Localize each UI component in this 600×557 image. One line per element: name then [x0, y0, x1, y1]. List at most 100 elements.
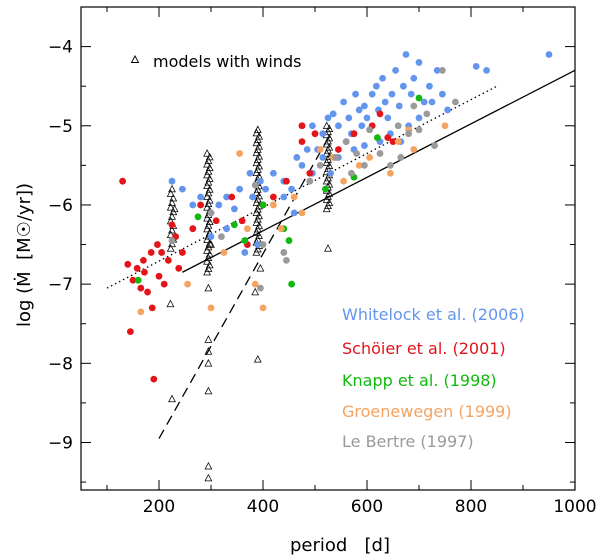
data-point-series-0 — [293, 154, 301, 161]
model-triangle — [205, 185, 214, 193]
data-point-series-3 — [220, 249, 228, 256]
data-point-series-1 — [306, 169, 314, 177]
data-point-series-1 — [168, 221, 176, 229]
data-point-series-0 — [439, 90, 446, 98]
data-point-series-1 — [228, 193, 236, 201]
data-point-series-4 — [376, 150, 384, 157]
data-point-series-0 — [241, 249, 249, 256]
y-tick-label: −6 — [48, 196, 73, 216]
data-point-series-0 — [270, 169, 277, 177]
data-point-series-4 — [218, 233, 225, 241]
model-triangle — [168, 394, 176, 403]
data-point-series-4 — [387, 161, 394, 169]
data-point-series-2 — [322, 185, 329, 193]
data-point-series-4 — [280, 249, 288, 256]
model-triangle — [166, 189, 175, 197]
legend-schoier: Schöier et al. (2001) — [342, 339, 506, 358]
legend-whitelock: Whitelock et al. (2006) — [342, 305, 525, 324]
data-point-series-0 — [303, 146, 311, 153]
model-triangle — [203, 192, 212, 200]
data-point-series-0 — [254, 241, 262, 248]
data-point-series-1 — [175, 264, 183, 272]
data-point-series-0 — [444, 106, 451, 114]
model-triangle — [203, 224, 212, 233]
model-triangle — [205, 174, 214, 182]
data-point-series-4 — [361, 161, 368, 169]
data-point-series-0 — [355, 106, 363, 114]
data-point-series-0 — [363, 114, 371, 122]
dashed-fit-line — [158, 133, 332, 439]
data-point-series-1 — [126, 328, 134, 336]
data-point-series-0 — [415, 114, 423, 122]
y-tick-label: −9 — [48, 433, 73, 453]
model-triangle — [204, 264, 213, 272]
data-point-series-0 — [249, 193, 256, 201]
data-point-series-0 — [407, 90, 415, 98]
y-tick-label: −7 — [48, 275, 73, 295]
data-point-series-1 — [179, 249, 186, 256]
data-point-series-0 — [215, 201, 223, 209]
data-point-series-1 — [147, 249, 155, 256]
data-point-series-1 — [189, 225, 197, 233]
data-point-series-4 — [283, 256, 290, 264]
data-point-series-0 — [472, 62, 480, 70]
data-point-series-1 — [148, 304, 156, 312]
model-triangle — [203, 235, 212, 244]
data-point-series-1 — [350, 130, 358, 138]
data-point-series-2 — [285, 237, 293, 244]
data-point-series-1 — [298, 122, 306, 130]
x-tick-label: 200 — [143, 497, 175, 517]
data-point-series-0 — [309, 122, 316, 130]
plot-frame — [80, 6, 576, 491]
data-point-series-4 — [452, 98, 459, 106]
data-point-series-4 — [431, 142, 438, 149]
data-point-series-2 — [288, 280, 295, 288]
model-triangle — [251, 287, 260, 296]
x-tick-label: 800 — [455, 497, 487, 517]
data-point-series-0 — [231, 205, 238, 213]
model-triangle — [207, 240, 215, 248]
data-point-series-0 — [426, 82, 433, 90]
data-point-series-0 — [361, 102, 368, 110]
data-point-series-2 — [374, 134, 381, 142]
data-point-series-0 — [392, 66, 399, 74]
data-point-series-0 — [483, 66, 490, 74]
model-triangle — [203, 181, 212, 190]
model-triangle — [256, 263, 265, 272]
legend-lebertre: Le Bertre (1997) — [342, 432, 474, 451]
data-point-series-4 — [405, 130, 412, 138]
model-triangle — [204, 156, 213, 164]
data-point-series-0 — [340, 98, 347, 106]
data-point-series-1 — [141, 268, 148, 276]
data-point-series-2 — [194, 213, 202, 221]
data-point-series-3 — [441, 122, 449, 130]
data-point-series-0 — [280, 193, 288, 201]
data-point-series-0 — [197, 193, 205, 201]
model-triangle — [203, 246, 212, 254]
data-point-series-3 — [355, 161, 363, 169]
model-triangle — [204, 473, 213, 482]
data-point-series-1 — [119, 177, 126, 185]
model-triangle — [204, 359, 213, 367]
model-triangle — [203, 267, 212, 276]
data-point-series-4 — [207, 209, 215, 217]
data-point-series-4 — [397, 154, 405, 161]
model-triangle — [168, 184, 176, 193]
data-point-series-3 — [251, 280, 259, 288]
solid-fit-line — [182, 69, 576, 273]
model-triangle — [204, 188, 213, 197]
model-triangle — [204, 335, 213, 343]
data-point-series-3 — [244, 225, 251, 233]
model-triangle — [204, 283, 213, 292]
data-point-series-0 — [207, 233, 215, 241]
data-point-series-4 — [348, 169, 355, 177]
data-point-series-0 — [168, 177, 176, 185]
x-tick-label: 400 — [247, 497, 279, 517]
data-point-series-3 — [259, 304, 267, 312]
data-point-series-1 — [311, 130, 319, 138]
data-point-series-1 — [335, 146, 342, 153]
data-point-series-4 — [306, 177, 314, 185]
model-triangle — [205, 260, 214, 269]
model-triangle — [166, 244, 175, 252]
y-tick-label: −5 — [48, 117, 73, 137]
